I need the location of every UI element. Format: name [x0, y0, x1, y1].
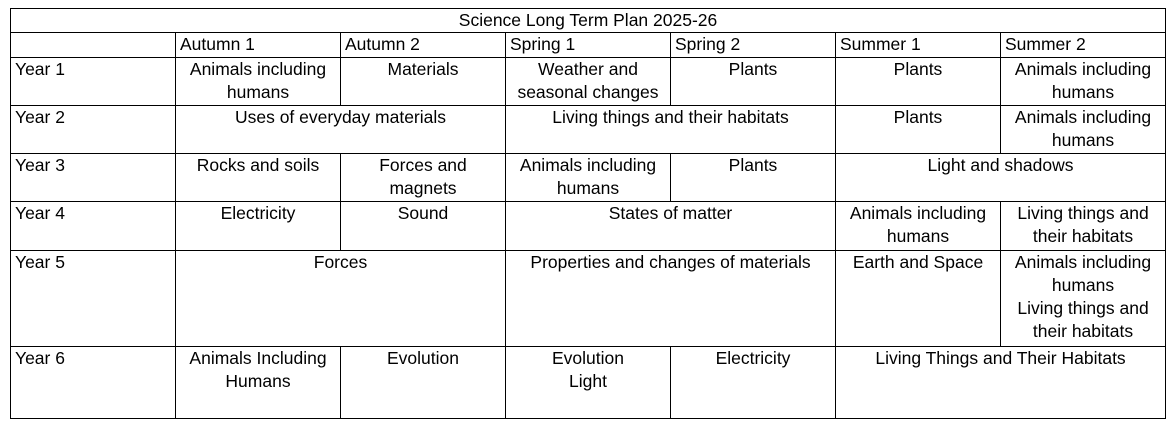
topic-line: humans: [1051, 130, 1115, 150]
topic-cell: Animals including humans: [999, 105, 1167, 154]
topic-line: Plants: [893, 59, 943, 79]
topic-cell: Plants: [670, 57, 836, 106]
topic-line: Electricity: [715, 348, 791, 368]
topic-line: Earth and Space: [852, 252, 984, 272]
topic-cell: Electricity: [670, 346, 836, 419]
topic-cell: Properties and changes of materials: [505, 250, 836, 347]
topic-line: humans: [1051, 82, 1115, 102]
topic-line: Plants: [728, 59, 778, 79]
topic-line: Animals including: [1014, 107, 1152, 127]
table-row-year-6: Year 6 Animals Including Humans Evolution…: [10, 346, 1167, 419]
topic-cell: Plants: [835, 57, 1001, 106]
header-corner: [10, 32, 176, 58]
topic-line: Electricity: [220, 203, 296, 223]
title-row: Science Long Term Plan 2025-26: [9, 8, 1167, 33]
topic-line: Living things and: [1017, 203, 1149, 223]
topic-cell: Forces and magnets: [340, 153, 506, 202]
topic-line: Light and shadows: [927, 155, 1074, 175]
topic-cell: Forces: [175, 250, 506, 347]
topic-cell: Plants: [835, 105, 1001, 154]
header-spring-2: Spring 2: [670, 32, 836, 58]
topic-cell: Animals including humans Living things and…: [999, 250, 1167, 347]
topic-cell: Weather and seasonal changes: [505, 57, 671, 106]
topic-line: Light: [569, 371, 607, 391]
topic-line: Forces: [313, 252, 368, 272]
topic-line: Plants: [728, 155, 778, 175]
table-row-year-1: Year 1 Animals including humans Materials…: [10, 57, 1167, 106]
year-label: Year 2: [10, 105, 176, 154]
science-long-term-plan-table: Science Long Term Plan 2025-26 Autumn 1 …: [9, 8, 1167, 419]
topic-line: humans: [1051, 275, 1115, 295]
topic-line: Animals including: [849, 203, 987, 223]
year-label: Year 6: [10, 346, 176, 419]
topic-cell: Living things and their habitats: [505, 105, 836, 154]
topic-line: humans: [226, 82, 290, 102]
topic-line: seasonal changes: [517, 82, 659, 102]
topic-cell: Sound: [340, 201, 506, 251]
topic-line: their habitats: [1032, 321, 1134, 341]
topic-cell: Electricity: [175, 201, 341, 251]
topic-line: Properties and changes of materials: [530, 252, 811, 272]
topic-line: Living things and their habitats: [552, 107, 789, 127]
topic-line: Materials: [387, 59, 459, 79]
topic-cell: Plants: [670, 153, 836, 202]
header-autumn-2: Autumn 2: [340, 32, 506, 58]
topic-line: Animals including: [519, 155, 657, 175]
topic-line: Animals Including: [189, 348, 327, 368]
topic-line: States of matter: [608, 203, 733, 223]
topic-line: Animals including: [1014, 252, 1152, 272]
year-label: Year 1: [10, 57, 176, 106]
topic-cell: Light and shadows: [834, 153, 1167, 202]
header-spring-1: Spring 1: [505, 32, 671, 58]
header-summer-1: Summer 1: [835, 32, 1001, 58]
table-row-year-5: Year 5 Forces Properties and changes of …: [10, 250, 1167, 347]
topic-cell: Earth and Space: [835, 250, 1001, 347]
topic-cell: Living Things and Their Habitats: [834, 346, 1167, 419]
topic-cell: Animals including humans: [505, 153, 671, 202]
topic-cell: States of matter: [505, 201, 836, 251]
topic-line: humans: [886, 226, 950, 246]
topic-line: magnets: [389, 178, 457, 198]
topic-cell: Animals Including Humans: [175, 346, 341, 419]
year-label: Year 3: [10, 153, 176, 202]
year-label: Year 4: [10, 201, 176, 251]
topic-line: Living things and: [1017, 298, 1149, 318]
topic-cell: Materials: [340, 57, 506, 106]
topic-cell: Animals including humans: [835, 201, 1001, 251]
topic-cell: Uses of everyday materials: [175, 105, 506, 154]
topic-line: Rocks and soils: [196, 155, 320, 175]
topic-line: Sound: [397, 203, 449, 223]
table-row-year-3: Year 3 Rocks and soils Forces and magnets…: [10, 153, 1167, 202]
topic-line: Humans: [225, 371, 291, 391]
topic-cell: Evolution Light: [505, 346, 671, 419]
topic-cell: Rocks and soils: [175, 153, 341, 202]
topic-line: humans: [556, 178, 620, 198]
year-label: Year 5: [10, 250, 176, 347]
topic-line: Forces and: [379, 155, 467, 175]
topic-line: Evolution: [387, 348, 459, 368]
topic-line: Plants: [893, 107, 943, 127]
table-title: Science Long Term Plan 2025-26: [9, 8, 1167, 33]
topic-line: their habitats: [1032, 226, 1134, 246]
table-row-year-2: Year 2 Uses of everyday materials Living…: [10, 105, 1167, 154]
topic-line: Living Things and Their Habitats: [875, 348, 1126, 368]
topic-line: Evolution: [552, 348, 624, 368]
topic-cell: Animals including humans: [999, 57, 1167, 106]
topic-line: Weather and: [538, 59, 638, 79]
header-autumn-1: Autumn 1: [175, 32, 341, 58]
topic-cell: Evolution: [340, 346, 506, 419]
topic-cell: Animals including humans: [175, 57, 341, 106]
topic-cell: Living things and their habitats: [999, 201, 1167, 251]
header-summer-2: Summer 2: [999, 32, 1167, 58]
header-row: Autumn 1 Autumn 2 Spring 1 Spring 2 Summ…: [10, 32, 1167, 58]
table-row-year-4: Year 4 Electricity Sound States of matte…: [10, 201, 1167, 251]
topic-line: Uses of everyday materials: [234, 107, 447, 127]
topic-line: Animals including: [1014, 59, 1152, 79]
topic-line: Animals including: [189, 59, 327, 79]
